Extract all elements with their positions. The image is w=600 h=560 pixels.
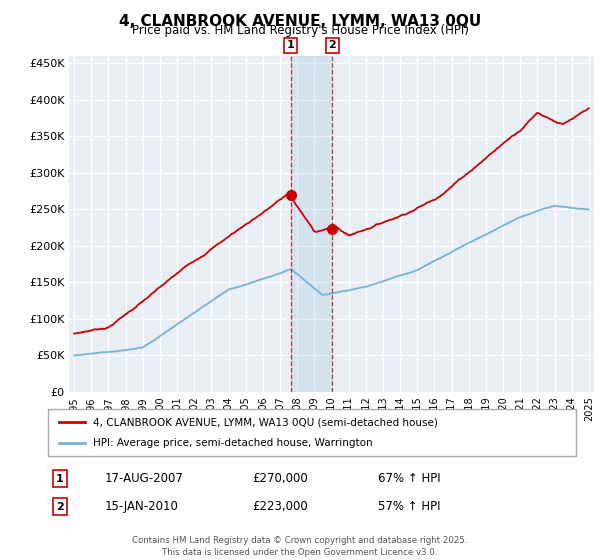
Text: 2: 2 — [328, 40, 336, 50]
Text: 4, CLANBROOK AVENUE, LYMM, WA13 0QU: 4, CLANBROOK AVENUE, LYMM, WA13 0QU — [119, 14, 481, 29]
FancyBboxPatch shape — [48, 409, 576, 456]
Text: 17-AUG-2007: 17-AUG-2007 — [105, 472, 184, 486]
Text: £223,000: £223,000 — [252, 500, 308, 514]
Text: 57% ↑ HPI: 57% ↑ HPI — [378, 500, 440, 514]
Text: 4, CLANBROOK AVENUE, LYMM, WA13 0QU (semi-detached house): 4, CLANBROOK AVENUE, LYMM, WA13 0QU (sem… — [93, 417, 438, 427]
Text: 2: 2 — [56, 502, 64, 512]
Text: 1: 1 — [287, 40, 295, 50]
Text: Contains HM Land Registry data © Crown copyright and database right 2025.
This d: Contains HM Land Registry data © Crown c… — [132, 536, 468, 557]
Bar — [291, 56, 332, 392]
Text: 1: 1 — [56, 474, 64, 484]
Text: 67% ↑ HPI: 67% ↑ HPI — [378, 472, 440, 486]
Text: HPI: Average price, semi-detached house, Warrington: HPI: Average price, semi-detached house,… — [93, 438, 373, 448]
Text: £270,000: £270,000 — [252, 472, 308, 486]
Text: Price paid vs. HM Land Registry's House Price Index (HPI): Price paid vs. HM Land Registry's House … — [131, 24, 469, 37]
Text: 15-JAN-2010: 15-JAN-2010 — [105, 500, 179, 514]
